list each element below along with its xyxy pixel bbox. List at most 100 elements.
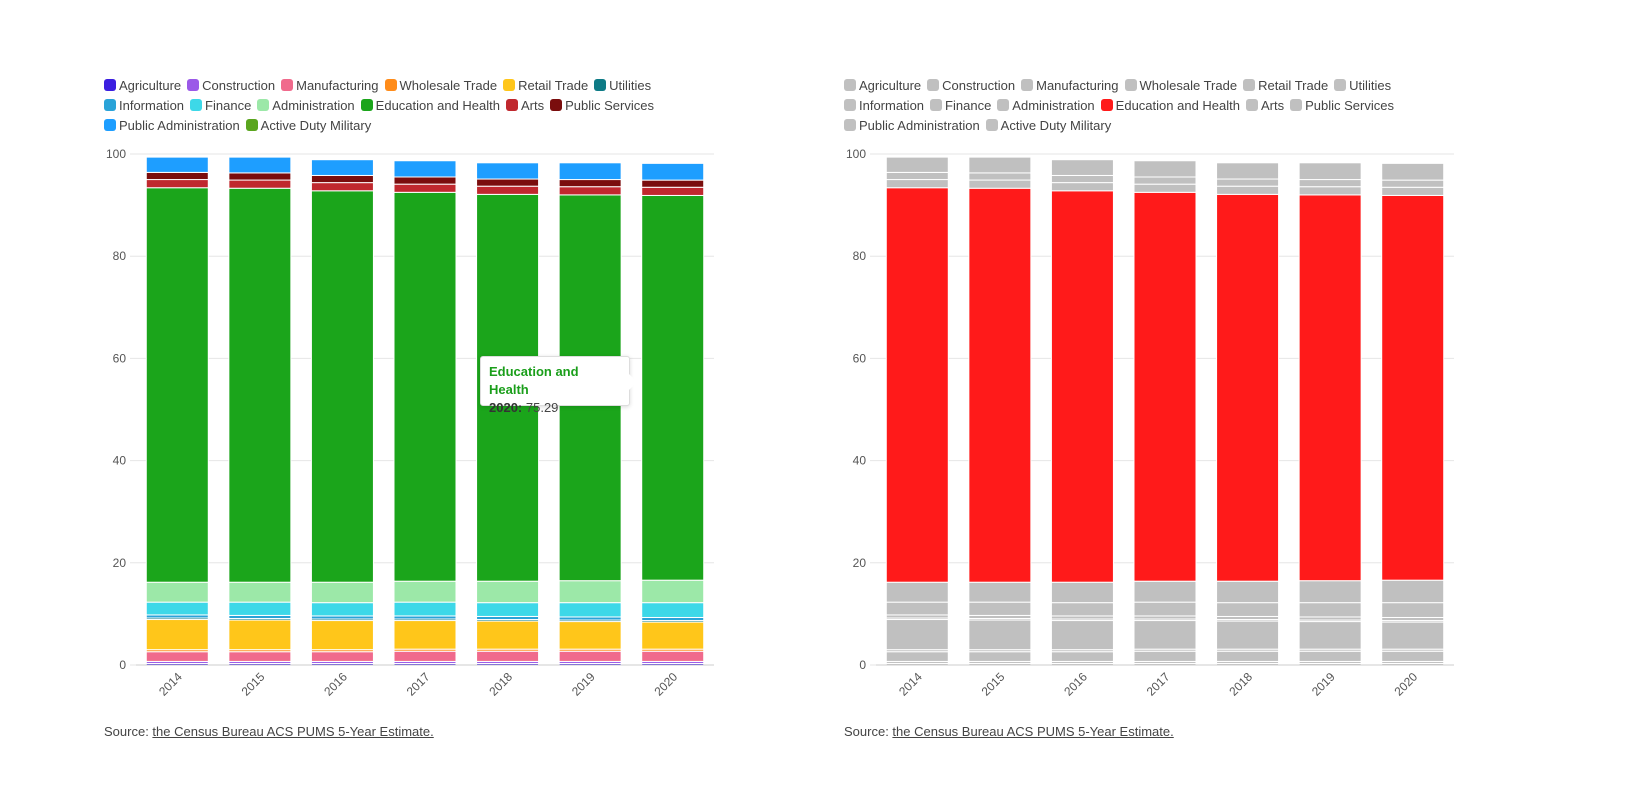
bar-segment-finance-2016[interactable] bbox=[310, 602, 374, 617]
bar-segment-retail-trade-2018[interactable] bbox=[476, 620, 540, 650]
bar-segment-administration-2019[interactable] bbox=[1298, 580, 1362, 604]
bar-segment-public-services-2016[interactable] bbox=[310, 174, 374, 184]
bar-segment-education-and-health-2020[interactable] bbox=[641, 194, 705, 581]
bar-segment-manufacturing-2018[interactable] bbox=[476, 650, 540, 662]
bar-segment-administration-2020[interactable] bbox=[641, 579, 705, 604]
bar-segment-administration-2020[interactable] bbox=[1381, 579, 1445, 604]
bar-segment-public-services-2014[interactable] bbox=[145, 171, 209, 181]
bar-segment-retail-trade-2014[interactable] bbox=[145, 619, 209, 651]
bar-segment-public-services-2016[interactable] bbox=[1050, 174, 1114, 184]
bar-segment-public-services-2017[interactable] bbox=[1133, 176, 1197, 185]
bar-segment-public-administration-2014[interactable] bbox=[885, 156, 949, 173]
legend-item-manufacturing[interactable]: Manufacturing bbox=[281, 76, 379, 94]
bar-segment-education-and-health-2020[interactable] bbox=[1381, 194, 1445, 581]
bar-segment-finance-2019[interactable] bbox=[1298, 602, 1362, 618]
legend-item-public-administration[interactable]: Public Administration bbox=[104, 116, 240, 134]
bar-segment-manufacturing-2016[interactable] bbox=[1050, 651, 1114, 662]
bar-segment-education-and-health-2017[interactable] bbox=[1133, 191, 1197, 582]
bar-segment-retail-trade-2015[interactable] bbox=[228, 619, 292, 651]
bar-segment-administration-2015[interactable] bbox=[968, 581, 1032, 603]
bar-segment-arts-2020[interactable] bbox=[1381, 186, 1445, 196]
bar-segment-finance-2014[interactable] bbox=[885, 601, 949, 616]
bar-segment-finance-2020[interactable] bbox=[1381, 602, 1445, 618]
bar-segment-finance-2020[interactable] bbox=[641, 602, 705, 618]
legend-item-retail-trade[interactable]: Retail Trade bbox=[1243, 76, 1328, 94]
legend-item-retail-trade[interactable]: Retail Trade bbox=[503, 76, 588, 94]
bar-segment-public-administration-2017[interactable] bbox=[393, 160, 457, 178]
bar-segment-public-services-2014[interactable] bbox=[885, 171, 949, 181]
legend-item-information[interactable]: Information bbox=[104, 96, 184, 114]
legend-item-arts[interactable]: Arts bbox=[1245, 96, 1284, 114]
bar-segment-active-duty-military-2018[interactable] bbox=[476, 161, 540, 164]
bar-segment-public-administration-2016[interactable] bbox=[310, 159, 374, 176]
bar-segment-retail-trade-2019[interactable] bbox=[1298, 621, 1362, 650]
bar-segment-public-services-2018[interactable] bbox=[1216, 178, 1280, 187]
bar-segment-finance-2018[interactable] bbox=[476, 602, 540, 617]
bar-segment-arts-2016[interactable] bbox=[310, 182, 374, 192]
bar-segment-public-services-2020[interactable] bbox=[641, 179, 705, 188]
bar-segment-public-administration-2017[interactable] bbox=[1133, 160, 1197, 178]
legend-item-utilities[interactable]: Utilities bbox=[594, 76, 651, 94]
legend-item-information[interactable]: Information bbox=[844, 96, 924, 114]
bar-segment-administration-2017[interactable] bbox=[393, 580, 457, 603]
bar-segment-arts-2014[interactable] bbox=[145, 179, 209, 189]
bar-segment-manufacturing-2017[interactable] bbox=[393, 650, 457, 662]
bar-segment-public-administration-2020[interactable] bbox=[1381, 162, 1445, 181]
legend-item-education-and-health[interactable]: Education and Health bbox=[1100, 96, 1240, 114]
bar-segment-public-administration-2015[interactable] bbox=[968, 156, 1032, 174]
bar-segment-finance-2017[interactable] bbox=[393, 601, 457, 617]
bar-segment-retail-trade-2014[interactable] bbox=[885, 619, 949, 651]
legend-item-wholesale-trade[interactable]: Wholesale Trade bbox=[1124, 76, 1237, 94]
bar-segment-active-duty-military-2020[interactable] bbox=[641, 162, 705, 164]
bar-segment-manufacturing-2020[interactable] bbox=[641, 650, 705, 662]
legend-item-finance[interactable]: Finance bbox=[190, 96, 251, 114]
bar-segment-retail-trade-2017[interactable] bbox=[393, 620, 457, 650]
bar-segment-public-services-2019[interactable] bbox=[1298, 179, 1362, 188]
bar-segment-active-duty-military-2014[interactable] bbox=[885, 156, 949, 158]
bar-segment-public-administration-2018[interactable] bbox=[476, 162, 540, 180]
bar-segment-arts-2019[interactable] bbox=[558, 186, 622, 196]
bar-segment-public-services-2015[interactable] bbox=[228, 172, 292, 181]
bar-segment-education-and-health-2014[interactable] bbox=[885, 187, 949, 583]
legend-item-utilities[interactable]: Utilities bbox=[1334, 76, 1391, 94]
legend-item-construction[interactable]: Construction bbox=[927, 76, 1015, 94]
bar-segment-retail-trade-2016[interactable] bbox=[1050, 620, 1114, 651]
bar-segment-public-administration-2014[interactable] bbox=[145, 156, 209, 173]
bar-segment-active-duty-military-2019[interactable] bbox=[558, 161, 622, 164]
bar-segment-finance-2017[interactable] bbox=[1133, 601, 1197, 617]
bar-segment-retail-trade-2016[interactable] bbox=[310, 620, 374, 651]
bar-segment-active-duty-military-2020[interactable] bbox=[1381, 162, 1445, 164]
bar-segment-active-duty-military-2017[interactable] bbox=[1133, 159, 1197, 162]
legend-item-arts[interactable]: Arts bbox=[505, 96, 544, 114]
bar-segment-arts-2017[interactable] bbox=[1133, 183, 1197, 193]
bar-segment-manufacturing-2019[interactable] bbox=[1298, 650, 1362, 662]
bar-segment-administration-2016[interactable] bbox=[1050, 581, 1114, 604]
bar-segment-education-and-health-2017[interactable] bbox=[393, 191, 457, 582]
bar-segment-manufacturing-2017[interactable] bbox=[1133, 650, 1197, 662]
source-link[interactable]: the Census Bureau ACS PUMS 5-Year Estima… bbox=[152, 724, 434, 739]
bar-segment-manufacturing-2020[interactable] bbox=[1381, 650, 1445, 662]
bar-segment-arts-2018[interactable] bbox=[1216, 185, 1280, 195]
bar-segment-active-duty-military-2019[interactable] bbox=[1298, 161, 1362, 164]
bar-segment-administration-2019[interactable] bbox=[558, 580, 622, 604]
bar-segment-finance-2014[interactable] bbox=[145, 601, 209, 616]
legend-item-education-and-health[interactable]: Education and Health bbox=[360, 96, 500, 114]
legend-item-active-duty-military[interactable]: Active Duty Military bbox=[985, 116, 1111, 134]
bar-segment-active-duty-military-2014[interactable] bbox=[145, 156, 209, 158]
legend-item-finance[interactable]: Finance bbox=[930, 96, 991, 114]
bar-segment-arts-2019[interactable] bbox=[1298, 186, 1362, 196]
bar-segment-finance-2016[interactable] bbox=[1050, 602, 1114, 617]
bar-segment-education-and-health-2014[interactable] bbox=[145, 187, 209, 583]
bar-segment-public-services-2020[interactable] bbox=[1381, 179, 1445, 188]
bar-segment-manufacturing-2015[interactable] bbox=[968, 651, 1032, 662]
bar-segment-public-services-2018[interactable] bbox=[476, 178, 540, 187]
bar-segment-administration-2014[interactable] bbox=[145, 581, 209, 603]
bar-segment-arts-2017[interactable] bbox=[393, 183, 457, 193]
bar-segment-active-duty-military-2015[interactable] bbox=[968, 156, 1032, 158]
bar-segment-administration-2015[interactable] bbox=[228, 581, 292, 603]
bar-segment-public-services-2019[interactable] bbox=[558, 179, 622, 188]
bar-segment-public-services-2015[interactable] bbox=[968, 172, 1032, 181]
bar-segment-administration-2014[interactable] bbox=[885, 581, 949, 603]
bar-segment-manufacturing-2015[interactable] bbox=[228, 651, 292, 662]
bar-segment-manufacturing-2014[interactable] bbox=[145, 651, 209, 662]
